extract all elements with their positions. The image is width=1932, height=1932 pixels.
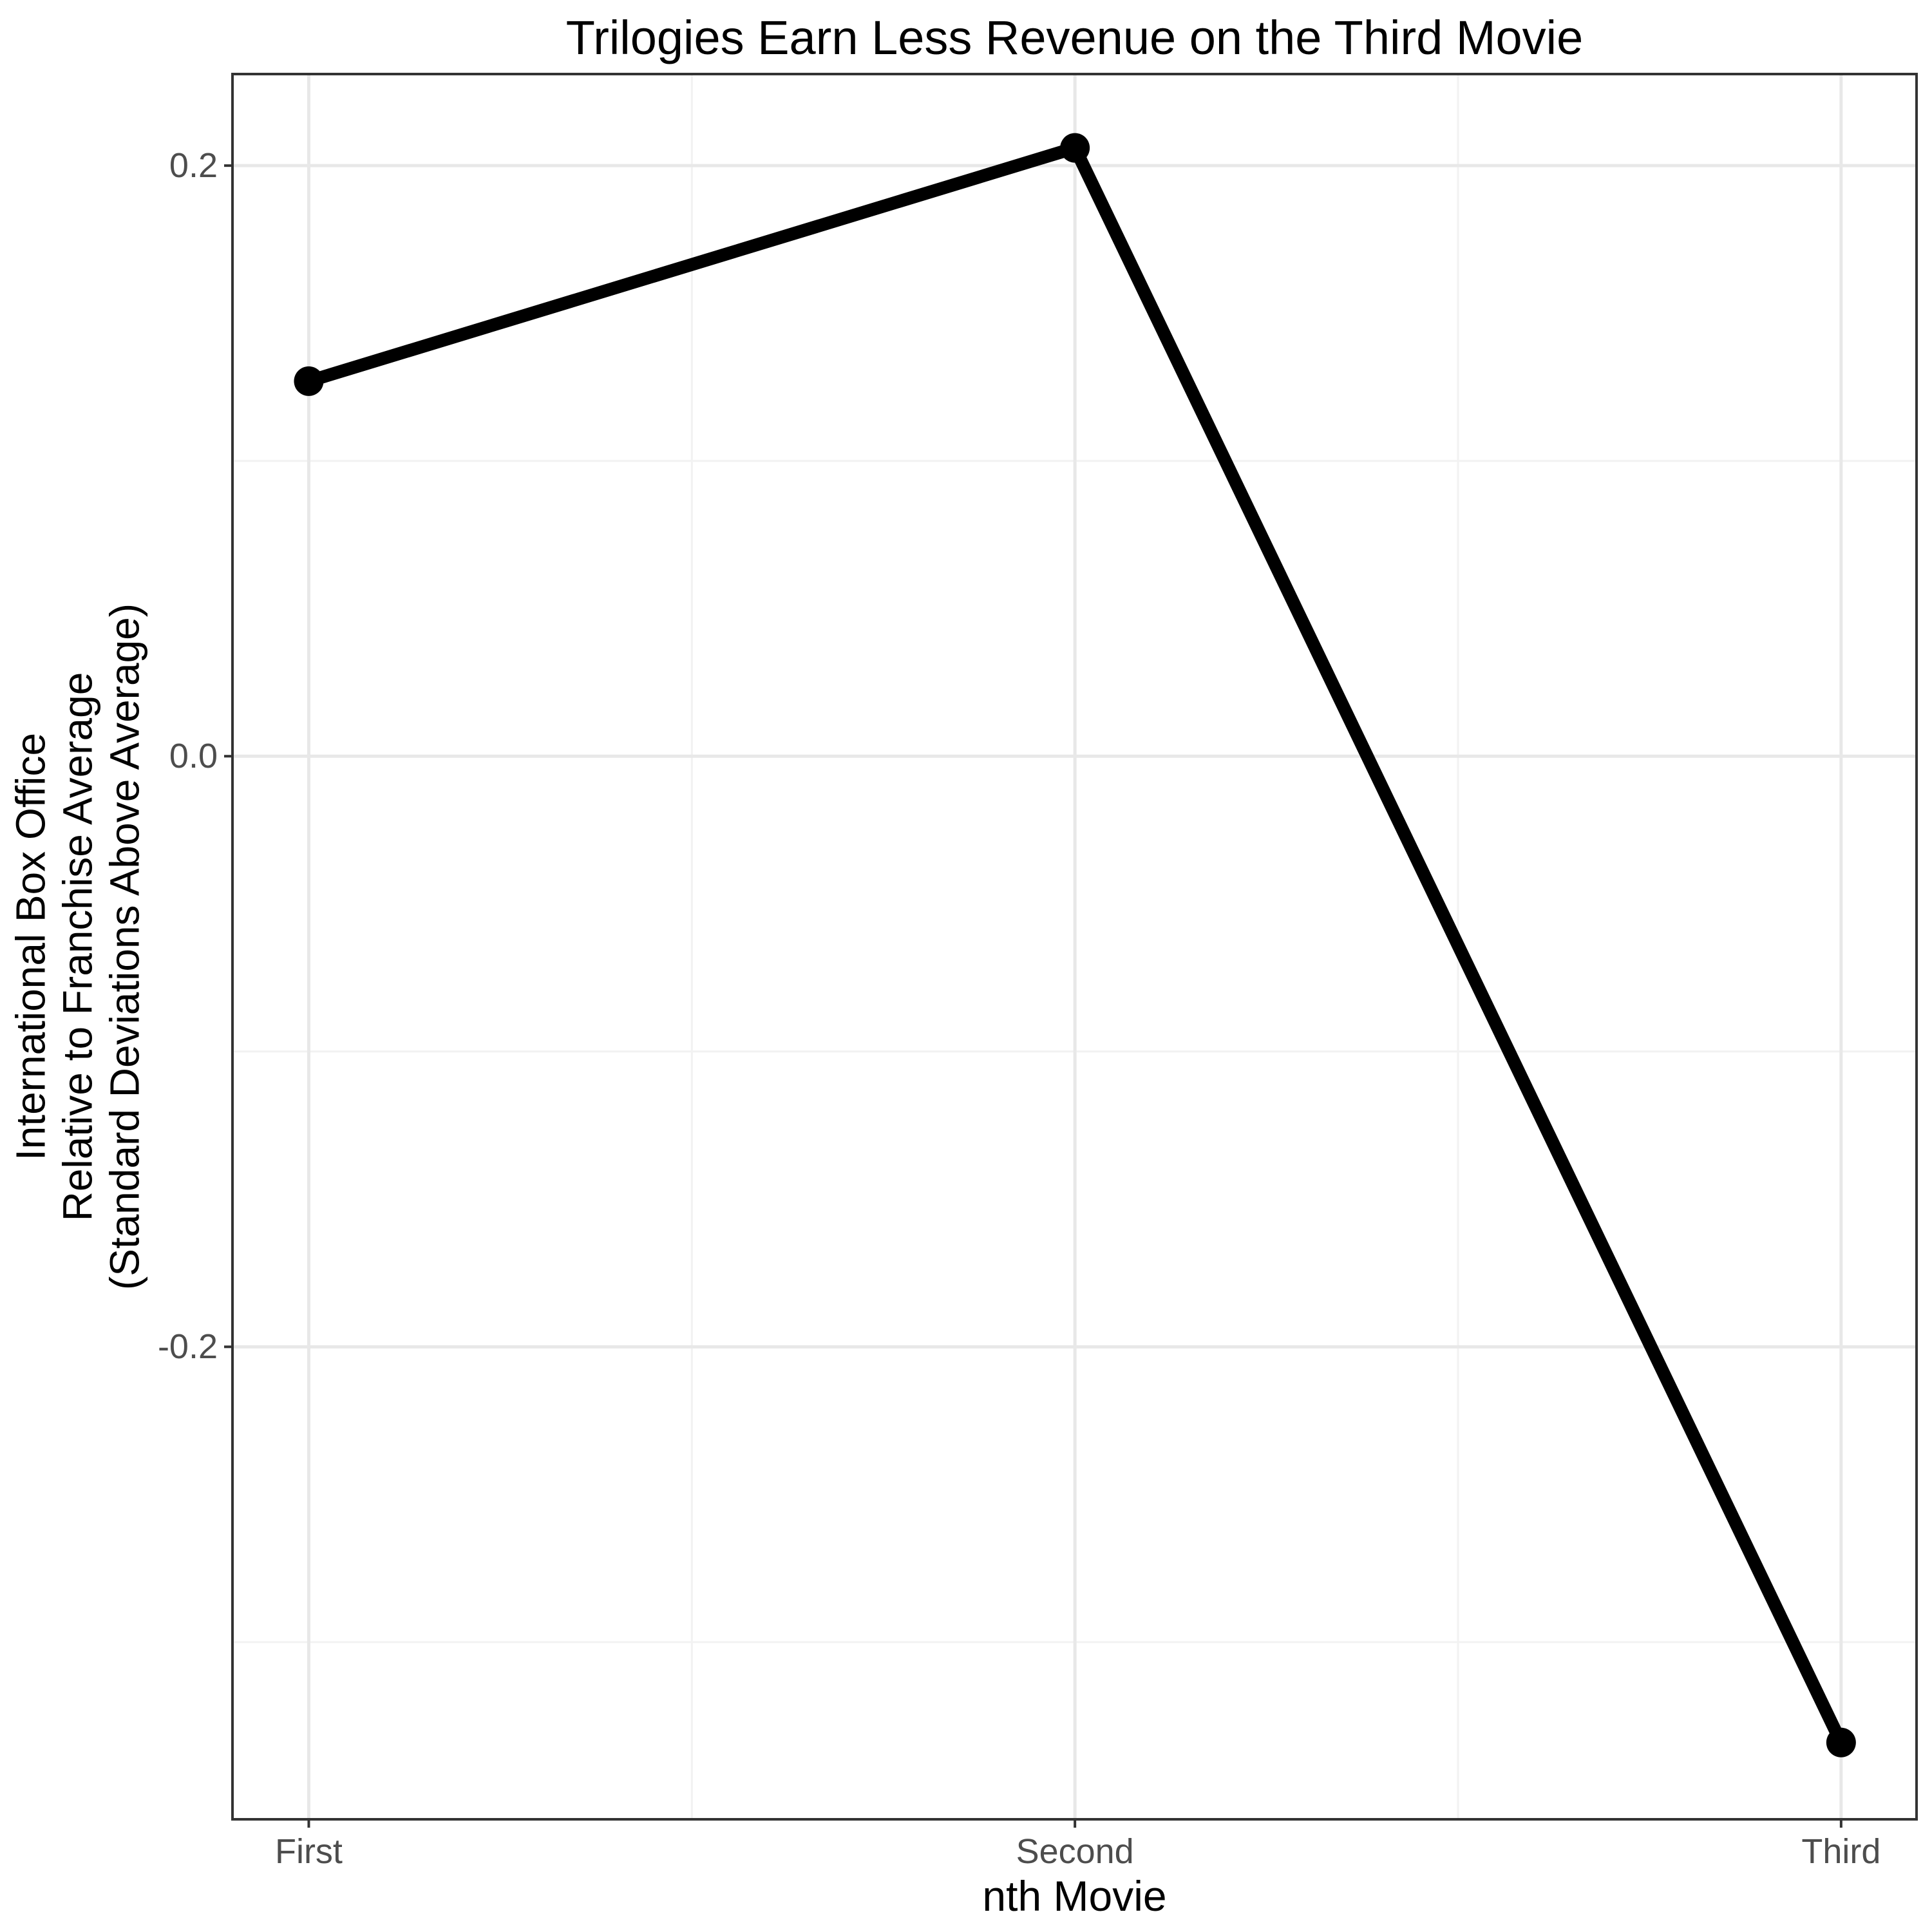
data-point-first (294, 366, 324, 396)
x-tick-label-second: Second (1016, 1832, 1134, 1871)
chart-title: Trilogies Earn Less Revenue on the Third… (565, 11, 1584, 64)
data-point-second (1060, 133, 1090, 163)
axis-ticks (224, 164, 1842, 1828)
x-tick-label-third: Third (1801, 1832, 1881, 1871)
gridlines-major (232, 74, 1917, 1819)
data-points (294, 133, 1856, 1757)
data-point-third (1826, 1727, 1856, 1757)
x-tick-label-first: First (274, 1832, 343, 1871)
y-tick-label-0.0: 0.0 (169, 737, 218, 776)
y-tick-label-0.2: 0.2 (169, 146, 218, 185)
x-axis-title: nth Movie (982, 1872, 1167, 1920)
panel-border (231, 73, 1918, 1821)
y-tick-label--0.2: -0.2 (157, 1327, 218, 1367)
